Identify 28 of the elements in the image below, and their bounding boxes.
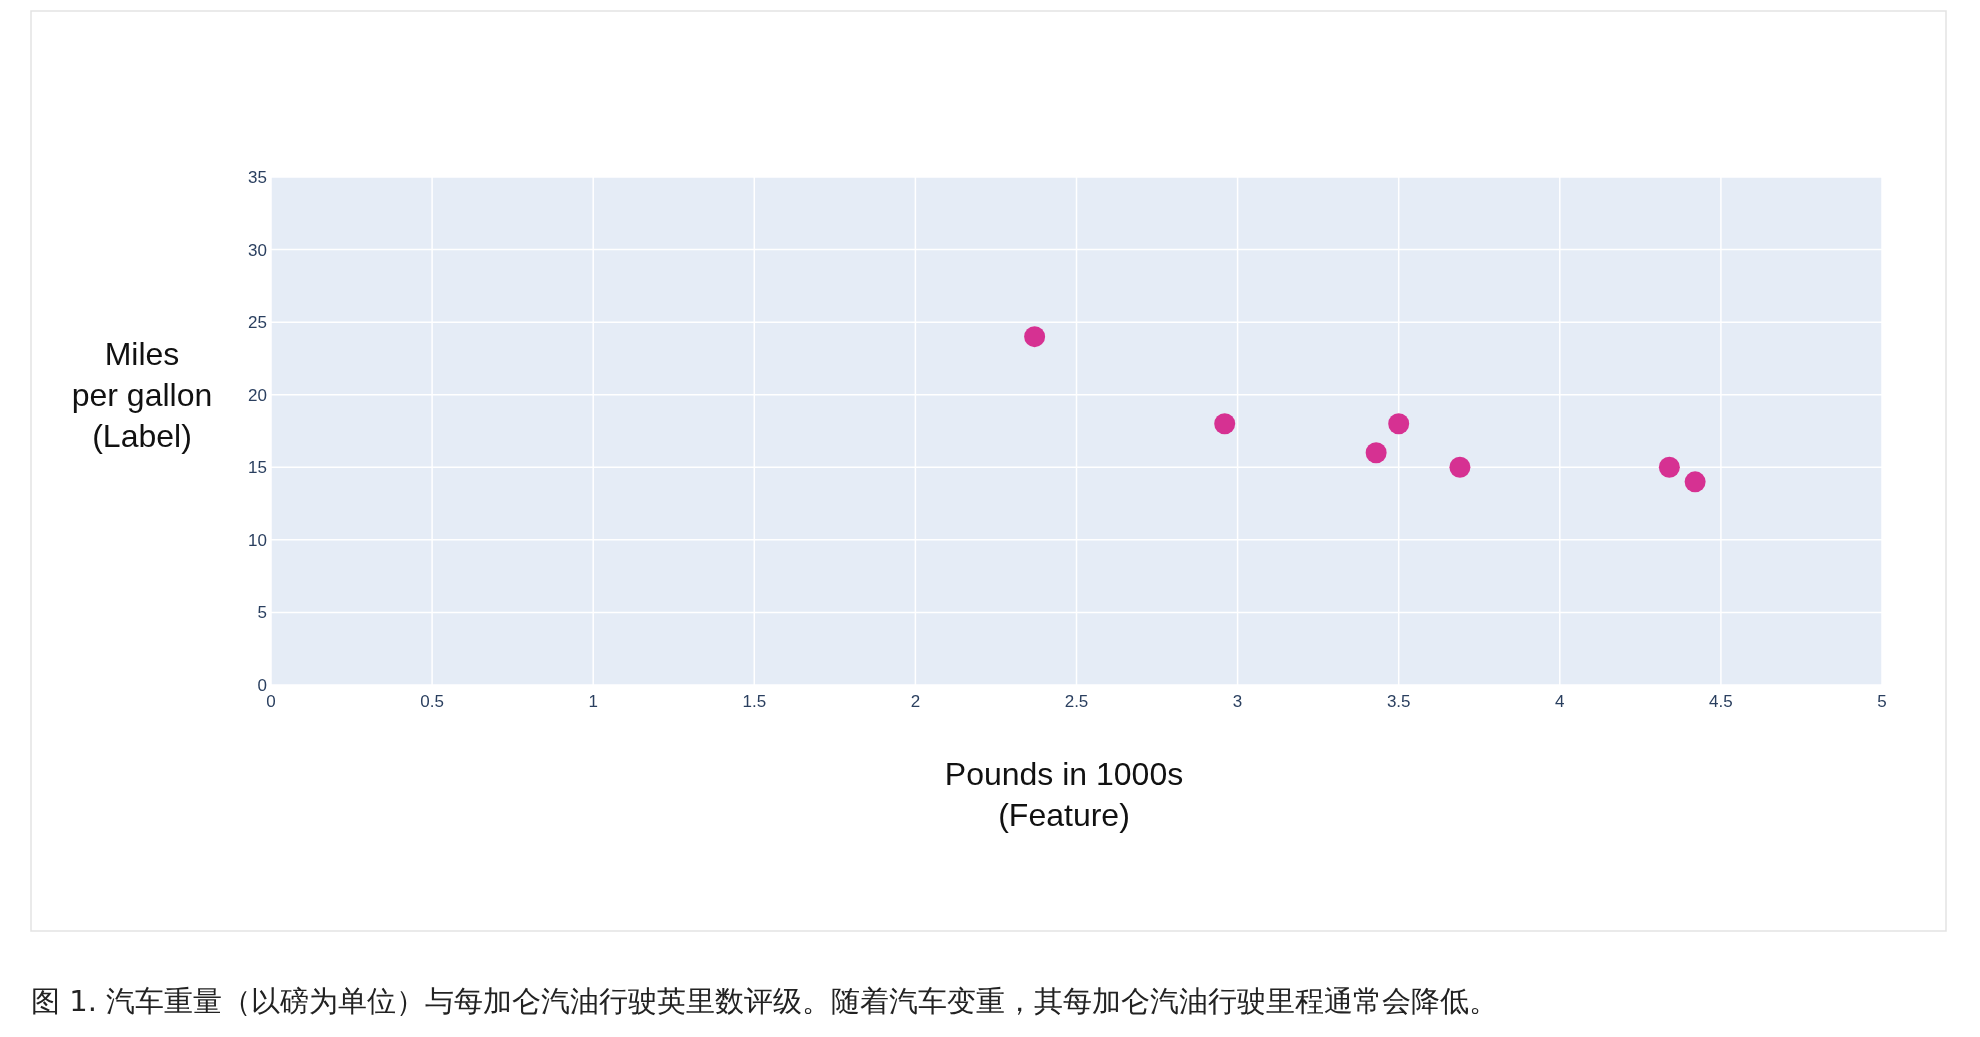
y-tick-label: 25 bbox=[248, 313, 267, 333]
caption: 图 1. 汽车重量（以磅为单位）与每加仑汽油行驶英里数评级。随着汽车变重，其每加仑汽油行驶里程通常会降低。 bbox=[31, 984, 1499, 1018]
y-tick-label: 10 bbox=[248, 530, 267, 550]
y-tick-label: 20 bbox=[248, 385, 267, 405]
x-axis-title: Pounds in 1000s (Feature) bbox=[944, 756, 1184, 833]
point bbox=[1684, 471, 1706, 493]
x-tick-label: 3.5 bbox=[1386, 692, 1411, 711]
x-tick-label: 0.5 bbox=[420, 692, 444, 711]
y-tick-label: 35 bbox=[248, 168, 267, 187]
y-tick-label: 5 bbox=[257, 603, 267, 623]
x-tick-label: 1 bbox=[588, 692, 598, 711]
y-axis-title: Miles per gallon (Label) bbox=[71, 336, 213, 454]
point bbox=[1214, 413, 1236, 435]
y-tick-label: 30 bbox=[248, 240, 267, 260]
point bbox=[1365, 442, 1387, 464]
point bbox=[1658, 456, 1680, 478]
y-tick-label: 0 bbox=[257, 676, 267, 695]
x-tick-label: 5 bbox=[1877, 692, 1887, 711]
x-tick-label: 4 bbox=[1555, 692, 1565, 711]
point bbox=[1024, 326, 1046, 348]
point bbox=[1388, 413, 1410, 435]
x-tick-label: 1.5 bbox=[742, 692, 767, 711]
x-tick-label: 2.5 bbox=[1064, 692, 1089, 711]
x-tick-label: 3 bbox=[1232, 692, 1243, 711]
y-tick-label: 15 bbox=[248, 458, 267, 478]
point bbox=[1449, 456, 1471, 478]
x-tick-label: 4.5 bbox=[1709, 692, 1733, 711]
x-tick-label: 2 bbox=[910, 692, 921, 711]
